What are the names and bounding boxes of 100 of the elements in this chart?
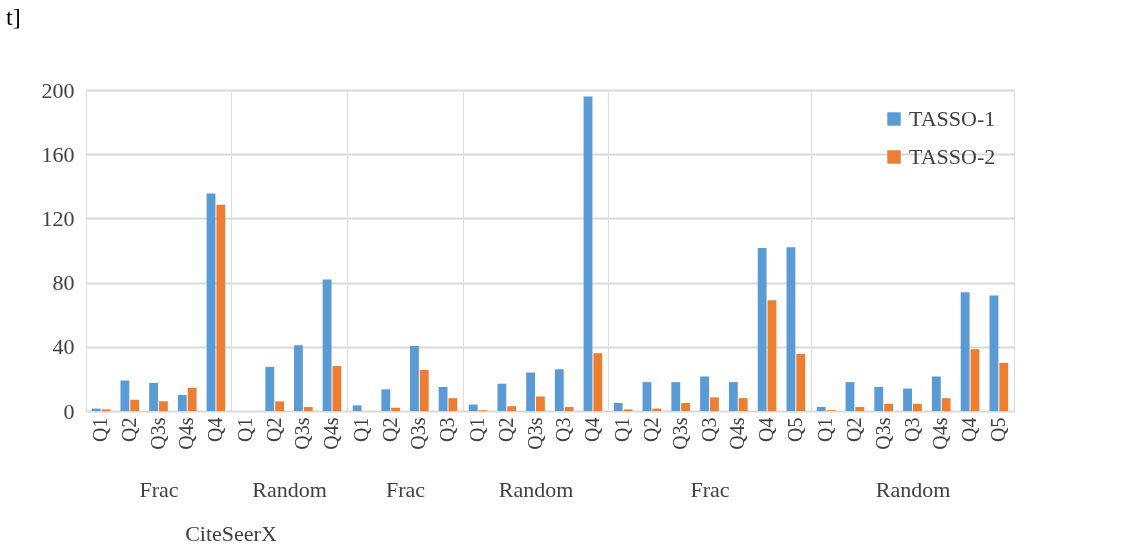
bar [845, 382, 855, 411]
bar [931, 376, 941, 411]
y-tick-label: 200 [41, 77, 75, 103]
bar [642, 382, 652, 411]
x-tick-label: Q4 [755, 417, 778, 442]
bar [738, 398, 748, 411]
bar [960, 292, 970, 411]
x-axis-title: Frac [385, 476, 426, 502]
x-tick-label: Q4 [958, 417, 981, 442]
bar [728, 382, 738, 411]
x-tick-label: Q1 [611, 417, 634, 442]
bar [613, 402, 623, 411]
legend-label: TASSO-1 [909, 106, 996, 131]
x-axis-title: Random [875, 476, 951, 502]
bar [275, 401, 285, 411]
x-axis-title: Frac [690, 476, 730, 502]
x-axis-title: Random [498, 476, 574, 502]
bar [352, 405, 362, 411]
y-tick-label: 80 [52, 270, 75, 296]
x-tick-label: Q1 [234, 417, 257, 442]
y-tick-label: 40 [52, 334, 75, 360]
bar [989, 295, 999, 411]
x-tick-label: Q1 [350, 417, 373, 442]
bar [419, 370, 429, 411]
x-tick-label: Q3 [697, 417, 720, 442]
x-tick-label: Q4s [175, 417, 198, 450]
bar [448, 398, 458, 411]
bar [767, 300, 777, 411]
bar [303, 406, 313, 411]
bar [265, 366, 275, 411]
bar [158, 401, 168, 411]
x-tick-label: Q5 [986, 417, 1009, 442]
x-tick-label: Q3s [871, 417, 894, 450]
bar [912, 403, 922, 411]
bar [535, 396, 545, 411]
bar [507, 406, 517, 411]
bar [903, 388, 912, 411]
bar [757, 248, 767, 411]
bar [816, 406, 826, 411]
bar [796, 354, 806, 411]
bar [294, 345, 303, 411]
bar [322, 279, 332, 411]
bar [593, 353, 603, 411]
bar [874, 386, 884, 411]
x-tick-label: Q2 [639, 417, 662, 442]
legend-label: TASSO-2 [909, 144, 996, 169]
y-tick-label: 160 [41, 141, 75, 167]
bar [526, 372, 536, 411]
x-tick-label: Q2 [378, 417, 401, 442]
bar [206, 193, 216, 411]
x-tick-label: Q5 [783, 417, 806, 442]
y-tick-label: 0 [63, 398, 75, 424]
text: CiteSeerX [185, 521, 277, 546]
x-tick-label: Q1 [814, 417, 837, 442]
bar [671, 382, 681, 411]
x-tick-label: Q3s [291, 417, 314, 450]
y-tick-label: 120 [41, 205, 75, 231]
x-tick-label: Q4 [203, 417, 226, 442]
bar [564, 406, 574, 411]
bar [855, 406, 865, 411]
bar [884, 403, 894, 411]
text: t] [6, 4, 21, 30]
bar [149, 382, 159, 411]
x-tick-label: Q4 [580, 417, 603, 442]
x-tick-label: Q4s [929, 417, 952, 450]
bar [497, 383, 507, 411]
bar [381, 389, 391, 411]
bar [786, 247, 796, 411]
bar [216, 204, 226, 411]
x-tick-label: Q3s [146, 417, 169, 450]
x-tick-label: Q2 [494, 417, 517, 442]
x-tick-label: Q2 [262, 417, 285, 442]
bar [177, 394, 187, 411]
bar [941, 398, 951, 411]
bar [120, 380, 130, 411]
x-tick-label: Q3 [900, 417, 923, 442]
x-tick-label: Q3s [407, 417, 430, 450]
x-tick-label: Q4s [319, 417, 342, 450]
x-tick-label: Q4s [726, 417, 749, 450]
bar [709, 397, 719, 411]
bar [391, 407, 401, 411]
bar [554, 369, 564, 411]
bar [438, 386, 448, 411]
bar [187, 387, 197, 411]
bar [999, 362, 1009, 411]
x-tick-label: Q2 [842, 417, 865, 442]
bar [700, 376, 709, 411]
bar [681, 402, 691, 411]
bar [332, 366, 342, 411]
bar [583, 96, 593, 411]
x-tick-label: Q2 [117, 417, 140, 442]
x-tick-label: Q3s [523, 417, 546, 450]
bar [468, 404, 478, 411]
x-tick-label: Q1 [89, 417, 112, 442]
x-axis-title: Frac [139, 476, 179, 502]
bar [130, 399, 140, 411]
x-tick-label: Q1 [466, 417, 489, 442]
bar [410, 346, 419, 411]
x-tick-label: Q3 [552, 417, 575, 442]
x-axis-title: Random [252, 476, 327, 502]
